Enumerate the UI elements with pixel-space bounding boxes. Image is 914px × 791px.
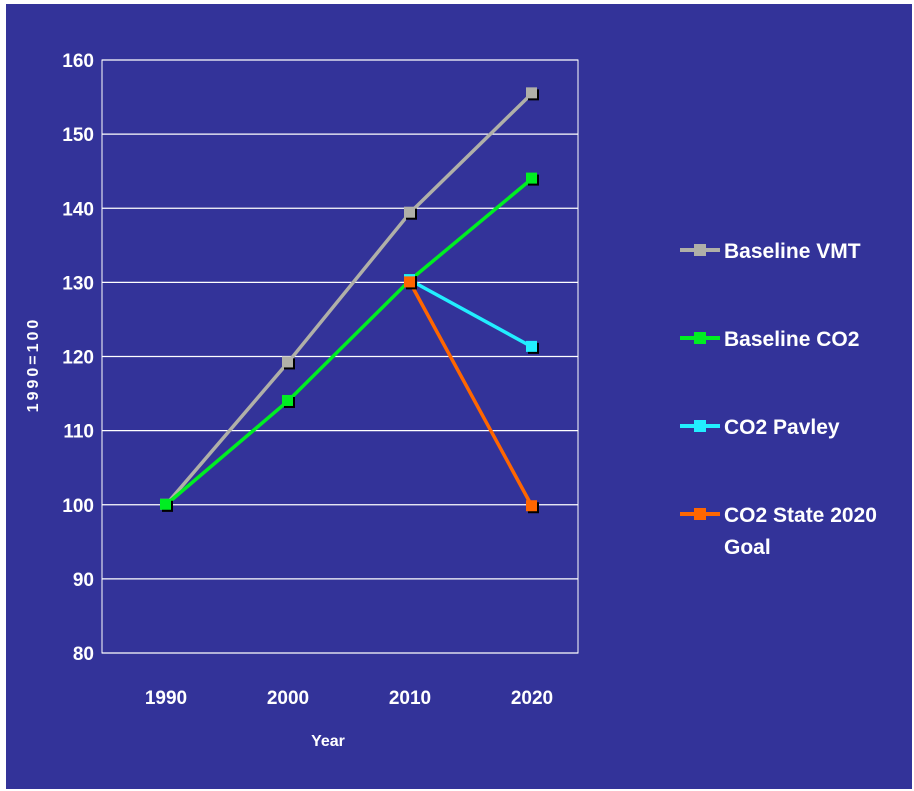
legend-item: CO2 Pavley <box>680 416 840 439</box>
data-point <box>404 206 415 218</box>
data-point <box>282 356 293 368</box>
legend-swatch-marker <box>694 420 706 432</box>
legend: Baseline VMT Baseline CO2 CO2 Pavley CO2 St… <box>680 240 877 559</box>
x-axis-ticks: 1990 2000 2010 2020 <box>145 688 553 709</box>
series-baseline-co2 <box>160 172 539 512</box>
data-point <box>282 394 293 406</box>
data-point <box>526 340 537 352</box>
series-line <box>164 92 534 506</box>
legend-item: Baseline VMT <box>680 240 861 263</box>
data-point <box>526 172 537 184</box>
data-point <box>526 87 537 99</box>
chart-panel: 80 90 100 110 120 130 140 150 160 1990 2000 2010 20… <box>6 4 912 789</box>
y-tick-label: 160 <box>62 51 94 72</box>
line-chart: 80 90 100 110 120 130 140 150 160 1990 2000 2010 20… <box>25 51 877 750</box>
x-tick-label: 1990 <box>145 688 187 709</box>
series-line <box>409 278 533 349</box>
series-lines <box>160 87 539 514</box>
legend-label: Baseline VMT <box>724 240 861 263</box>
y-tick-label: 110 <box>63 422 94 443</box>
legend-item: Baseline CO2 <box>680 328 859 351</box>
y-axis-label: 1990=100 <box>25 317 42 413</box>
x-axis-label: Year <box>311 733 345 750</box>
x-tick-label: 2010 <box>389 688 431 709</box>
legend-item: CO2 State 2020 Goal <box>680 504 877 559</box>
y-tick-label: 150 <box>62 125 94 146</box>
x-tick-label: 2020 <box>511 688 553 709</box>
legend-swatch-marker <box>694 332 706 344</box>
series-line <box>164 177 534 507</box>
plot-area <box>101 59 579 654</box>
data-point <box>404 276 415 288</box>
legend-swatch-marker <box>694 508 706 520</box>
gridlines <box>102 59 578 654</box>
y-tick-label: 80 <box>73 644 94 665</box>
y-tick-label: 90 <box>73 570 94 591</box>
y-tick-label: 120 <box>62 348 94 369</box>
series-co2-pavley <box>404 274 539 354</box>
data-point <box>160 498 171 510</box>
legend-label: CO2 State 2020 Goal <box>724 504 877 559</box>
y-tick-label: 100 <box>62 496 94 517</box>
series-co2-state-2020-goal <box>404 276 539 514</box>
legend-label: Baseline CO2 <box>724 328 859 351</box>
legend-swatch-marker <box>694 244 706 256</box>
x-tick-label: 2000 <box>267 688 309 709</box>
legend-label: CO2 Pavley <box>724 416 840 439</box>
series-line <box>408 281 534 508</box>
data-point <box>526 500 537 512</box>
y-tick-label: 140 <box>62 199 94 220</box>
series-baseline-vmt <box>160 87 539 512</box>
y-axis-ticks: 80 90 100 110 120 130 140 150 160 <box>62 51 94 665</box>
y-tick-label: 130 <box>62 273 94 294</box>
